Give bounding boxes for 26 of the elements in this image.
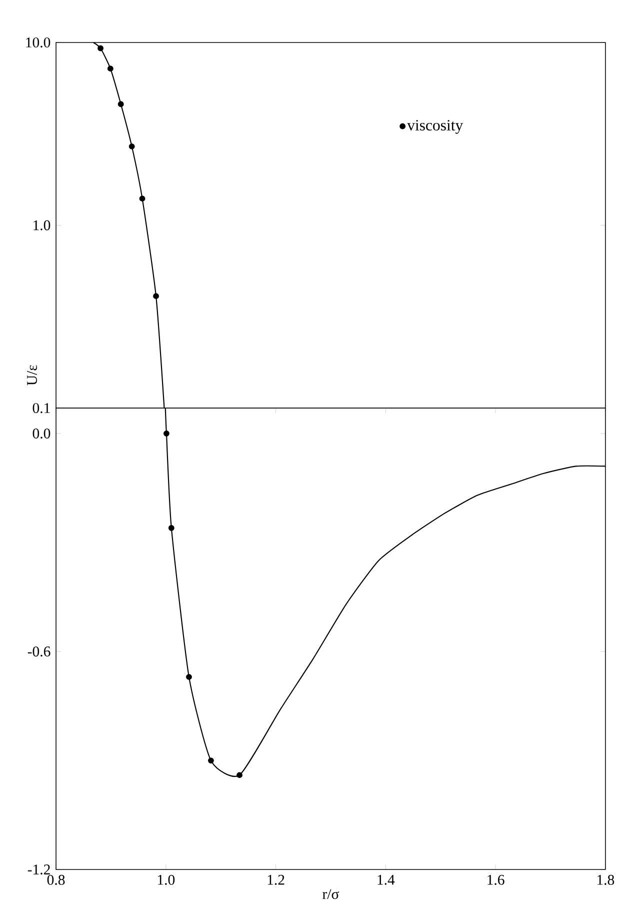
x-tick-label: 1.4 — [378, 874, 395, 885]
point — [236, 772, 243, 778]
x-tick-label: 1.6 — [488, 874, 505, 885]
x-tick-label: 1.2 — [268, 874, 284, 885]
y-tick-label: -1.2 — [28, 864, 50, 875]
point — [153, 293, 160, 300]
x-tick-label: 1.0 — [158, 874, 175, 885]
point — [108, 66, 114, 72]
x-tick-label: 0.8 — [48, 874, 65, 885]
point — [168, 525, 175, 531]
x-axis-title: r/σ — [322, 889, 340, 900]
point — [186, 674, 192, 680]
y-tick-label: 0.0 — [33, 428, 50, 439]
point — [164, 430, 170, 436]
y-tick-label: 0.1 — [33, 403, 50, 414]
legend-label: viscosity — [407, 120, 464, 134]
point — [208, 758, 214, 764]
point — [129, 143, 136, 150]
point — [140, 196, 146, 202]
y-tick-label: -0.6 — [28, 646, 50, 657]
point — [118, 101, 124, 108]
x-tick-label: 1.8 — [598, 874, 614, 885]
y-axis-title: U/ε — [27, 365, 38, 386]
y-tick-label: 1.0 — [34, 220, 50, 230]
point — [98, 45, 104, 52]
y-tick-label: 10.0 — [26, 37, 50, 48]
